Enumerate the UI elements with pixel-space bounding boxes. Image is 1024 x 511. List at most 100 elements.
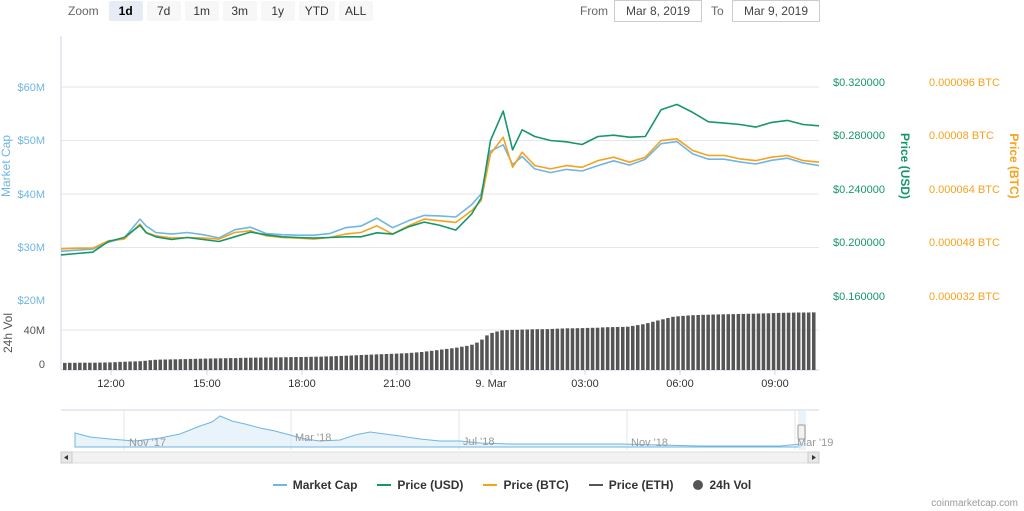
volume-bar: [741, 313, 746, 370]
volume-bar: [545, 329, 550, 370]
volume-bar: [605, 327, 610, 370]
volume-bar: [460, 346, 464, 370]
volume-bar: [435, 350, 439, 370]
range-to-input[interactable]: Mar 9, 2019: [732, 0, 820, 22]
legend-item-market-cap[interactable]: Market Cap: [272, 478, 357, 492]
volume-bar: [726, 314, 731, 370]
zoom-button-3m[interactable]: 3m: [222, 1, 257, 21]
x-tick-label: 12:00: [97, 378, 125, 390]
legend-line-icon: [588, 484, 603, 486]
volume-bar: [389, 353, 394, 370]
volume-axis-title: 24h Vol: [1, 313, 15, 353]
volume-bar: [721, 314, 726, 370]
volume-bar: [641, 324, 645, 370]
mcap-tick: $30M: [17, 242, 45, 254]
legend-line-icon: [377, 484, 392, 486]
navigator-series-area: [74, 415, 801, 448]
volume-bar: [575, 328, 580, 370]
volume-bar: [63, 362, 67, 370]
volume-bar: [304, 356, 308, 370]
volume-tick: 0: [39, 359, 45, 371]
zoom-button-ytd[interactable]: YTD: [298, 1, 335, 21]
legend-label: 24h Vol: [709, 478, 752, 492]
zoom-button-1m[interactable]: 1m: [184, 1, 219, 21]
navigator-handle[interactable]: [797, 424, 806, 440]
volume-bar: [560, 328, 565, 370]
volume-bar: [736, 314, 741, 370]
legend-item-price-usd[interactable]: Price (USD): [377, 478, 463, 492]
series-line-price-btc: [60, 136, 820, 250]
usd-tick: $0.200000: [833, 237, 885, 249]
legend-line-icon: [483, 484, 498, 486]
volume-bar: [585, 327, 590, 370]
volume-bar: [419, 352, 424, 370]
volume-bar: [520, 329, 524, 370]
volume-bar: [686, 315, 690, 370]
volume-bar: [98, 362, 102, 370]
volume-bar: [691, 315, 695, 370]
volume-bar: [233, 358, 238, 370]
volume-bar: [379, 354, 384, 370]
zoom-button-1d[interactable]: 1d: [108, 1, 143, 21]
volume-bar: [68, 362, 72, 370]
volume-bar: [595, 327, 600, 370]
volume-bar: [701, 314, 705, 370]
navigator[interactable]: Nov '17 Mar '18 Jul '18 Nov '18 Mar '19: [61, 409, 833, 450]
volume-bar: [188, 358, 193, 370]
series-lines: [60, 103, 820, 256]
volume-bar: [158, 359, 163, 370]
volume-bar: [259, 357, 263, 370]
volume-bar: [223, 358, 228, 370]
volume-bar: [133, 361, 137, 370]
volume-bar: [228, 358, 233, 370]
volume-bar: [676, 316, 680, 370]
x-tick-label: 18:00: [288, 378, 316, 390]
volume-bar: [801, 312, 806, 370]
volume-bar: [163, 359, 168, 370]
volume-bar: [806, 312, 811, 370]
volume-bar: [349, 355, 354, 370]
volume-bar: [505, 330, 509, 370]
volume-bar: [615, 327, 620, 370]
btc-tick: 0.000064 BTC: [929, 184, 1000, 196]
scroll-left-arrow-icon: [64, 455, 68, 460]
zoom-button-7d[interactable]: 7d: [146, 1, 181, 21]
zoom-button-1y[interactable]: 1y: [260, 1, 295, 21]
legend-item-price-btc[interactable]: Price (BTC): [483, 478, 569, 492]
volume-bar: [118, 361, 122, 370]
volume-bar: [374, 354, 379, 370]
legend-line-icon: [272, 484, 287, 486]
mcap-tick: $60M: [17, 82, 45, 94]
volume-bar: [525, 329, 530, 370]
range-to-label: To: [711, 4, 724, 18]
volume-bar: [399, 353, 404, 370]
market-cap-axis-title: Market Cap: [0, 135, 13, 197]
volume-bar: [359, 355, 364, 370]
volume-bar: [213, 358, 218, 370]
zoom-button-all[interactable]: ALL: [338, 1, 373, 21]
volume-bar: [651, 321, 655, 370]
main-gridlines: [61, 86, 819, 248]
volume-bar: [490, 332, 494, 370]
volume-bar: [203, 358, 208, 370]
volume-bar: [414, 352, 419, 370]
volume-bar: [319, 356, 323, 370]
volume-bar: [455, 347, 459, 370]
volume-bar: [339, 355, 344, 370]
volume-bar: [344, 355, 349, 370]
range-from-input[interactable]: Mar 8, 2019: [614, 0, 702, 22]
mcap-tick: $40M: [17, 189, 45, 201]
volume-bar: [590, 327, 595, 370]
btc-tick: 0.000048 BTC: [929, 237, 1000, 249]
volume-bar: [334, 356, 338, 370]
chart-legend: Market Cap Price (USD) Price (BTC) Price…: [0, 478, 1024, 492]
scrollbar[interactable]: [60, 451, 820, 464]
legend-item-price-eth[interactable]: Price (ETH): [588, 478, 673, 492]
legend-item-24h-vol[interactable]: 24h Vol: [693, 478, 751, 492]
volume-bar: [88, 362, 92, 370]
volume-bar: [636, 325, 640, 370]
volume-bar: [756, 313, 761, 370]
volume-bar: [269, 357, 273, 370]
series-line-market-cap: [60, 140, 820, 252]
volume-bar: [289, 357, 293, 370]
